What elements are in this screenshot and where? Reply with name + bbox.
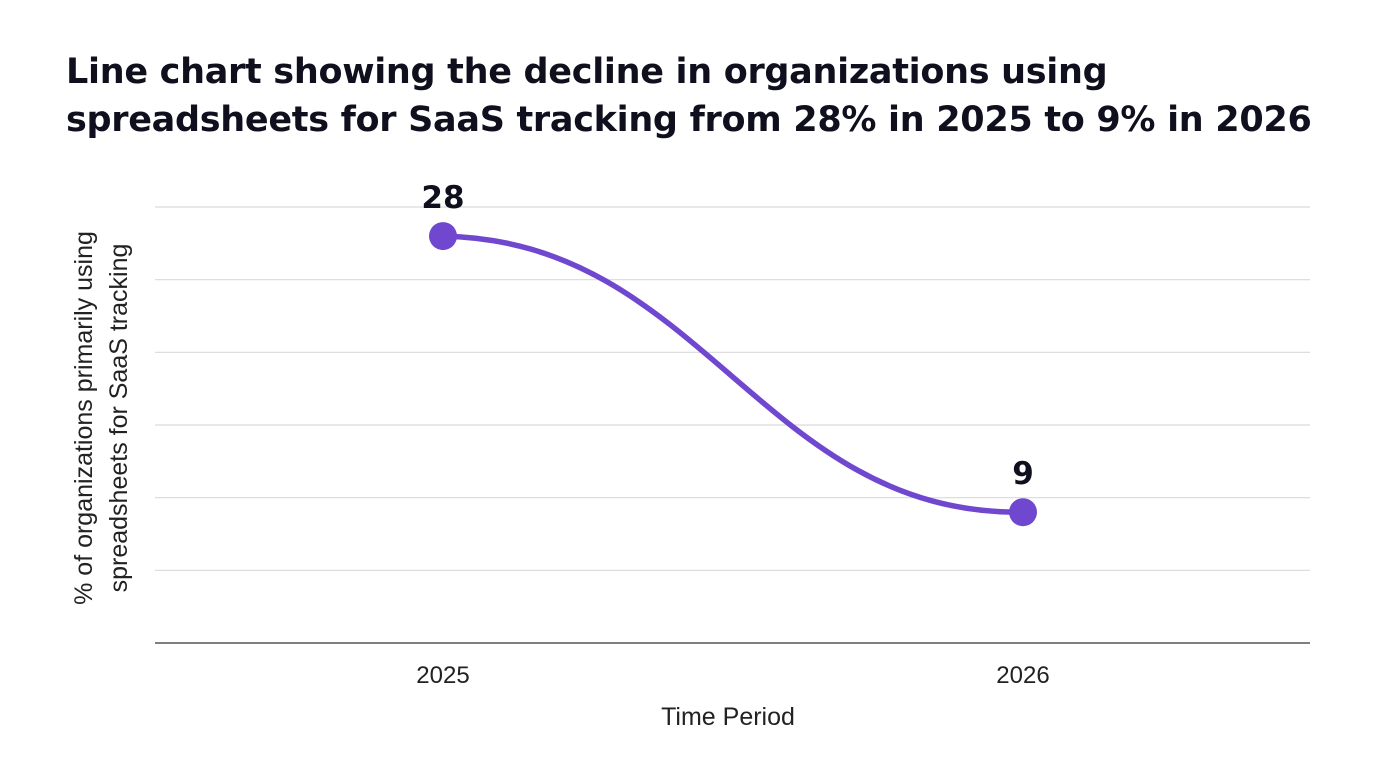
x-tick-labels: 2025 2026 bbox=[416, 662, 1049, 689]
x-tick-label-2025: 2025 bbox=[416, 662, 469, 689]
x-axis-title: Time Period bbox=[661, 703, 795, 731]
series-layer: 28 9 bbox=[421, 180, 1037, 527]
series-line-0 bbox=[440, 233, 1026, 515]
chart-title-line-1: Line chart showing the decline in organi… bbox=[66, 52, 1108, 92]
chart-title: Line chart showing the decline in organi… bbox=[66, 48, 1326, 144]
data-label-2025: 28 bbox=[421, 180, 464, 216]
data-point-2026 bbox=[1009, 498, 1037, 527]
data-label-2026: 9 bbox=[1012, 456, 1034, 492]
data-point-2025 bbox=[429, 222, 457, 251]
y-axis-title: % of organizations primarily using sprea… bbox=[70, 231, 133, 605]
x-tick-label-2026: 2026 bbox=[996, 662, 1049, 689]
y-axis-title-line-2: spreadsheets for SaaS tracking bbox=[105, 244, 133, 593]
y-axis-title-line-1: % of organizations primarily using bbox=[70, 231, 98, 605]
grid-lines bbox=[155, 206, 1310, 571]
chart-title-line-2: spreadsheets for SaaS tracking from 28% … bbox=[66, 100, 1312, 140]
